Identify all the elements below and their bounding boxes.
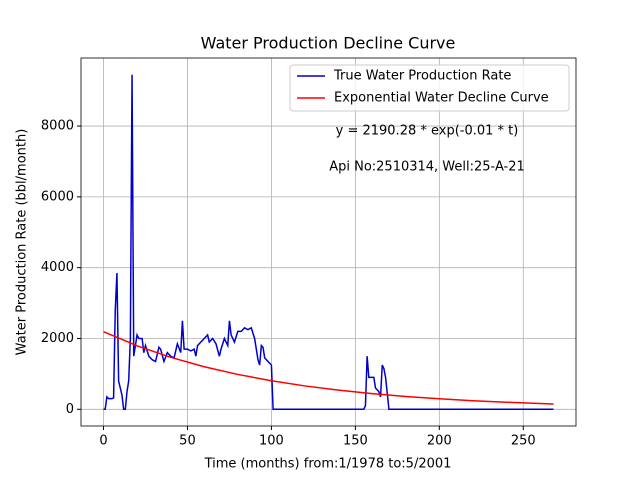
legend-box — [289, 64, 570, 112]
x-axis-label: Time (months) from:1/1978 to:5/2001 — [204, 457, 452, 472]
legend-label: Exponential Water Decline Curve — [334, 91, 549, 106]
y-tick-label: 4000 — [41, 260, 74, 275]
x-tick-label: 250 — [511, 434, 536, 449]
x-tick-label: 200 — [427, 434, 452, 449]
y-tick-label: 6000 — [41, 189, 74, 204]
x-tick-label: 50 — [179, 434, 196, 449]
x-tick-label: 150 — [343, 434, 368, 449]
y-tick-label: 0 — [66, 402, 74, 417]
x-tick-label: 0 — [99, 434, 107, 449]
y-tick-label: 2000 — [41, 331, 74, 346]
plot-frame — [80, 57, 577, 427]
y-tick-label: 8000 — [41, 119, 74, 134]
annotation: y = 2190.28 * exp(-0.01 * t) — [336, 124, 519, 139]
legend-label: True Water Production Rate — [333, 69, 511, 84]
y-axis-label: Water Production Rate (bbl/month) — [15, 129, 30, 356]
data-line — [103, 74, 554, 411]
annotation: Api No:2510314, Well:25-A-21 — [329, 160, 525, 175]
data-line — [103, 331, 554, 405]
chart-title: Water Production Decline Curve — [201, 34, 456, 53]
x-tick-label: 100 — [259, 434, 284, 449]
